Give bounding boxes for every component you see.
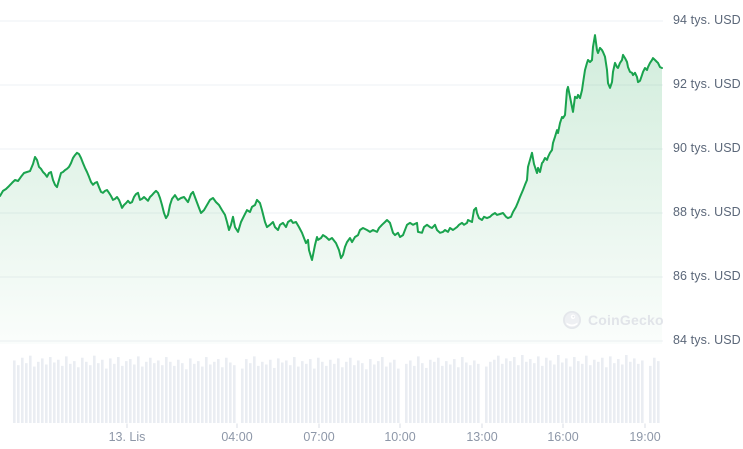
y-axis-label: 84 tys. USD <box>673 333 741 347</box>
x-tick-marks <box>126 423 646 428</box>
price-area-fill <box>0 35 662 344</box>
y-axis-label: 88 tys. USD <box>673 205 741 219</box>
y-axis-label: 86 tys. USD <box>673 269 741 283</box>
x-axis-label: 19:00 <box>629 430 661 444</box>
y-axis-label: 94 tys. USD <box>673 13 741 27</box>
x-axis-label: 10:00 <box>384 430 416 444</box>
y-axis-label: 90 tys. USD <box>673 141 741 155</box>
volume-bars <box>13 355 660 423</box>
y-axis-label: 92 tys. USD <box>673 77 741 91</box>
x-axis-label: 16:00 <box>547 430 579 444</box>
x-axis-label: 04:00 <box>221 430 253 444</box>
price-line <box>0 34 663 261</box>
x-axis-label: 07:00 <box>303 430 335 444</box>
x-axis-label: 13. Lis <box>108 430 146 444</box>
x-axis-label: 13:00 <box>466 430 498 444</box>
